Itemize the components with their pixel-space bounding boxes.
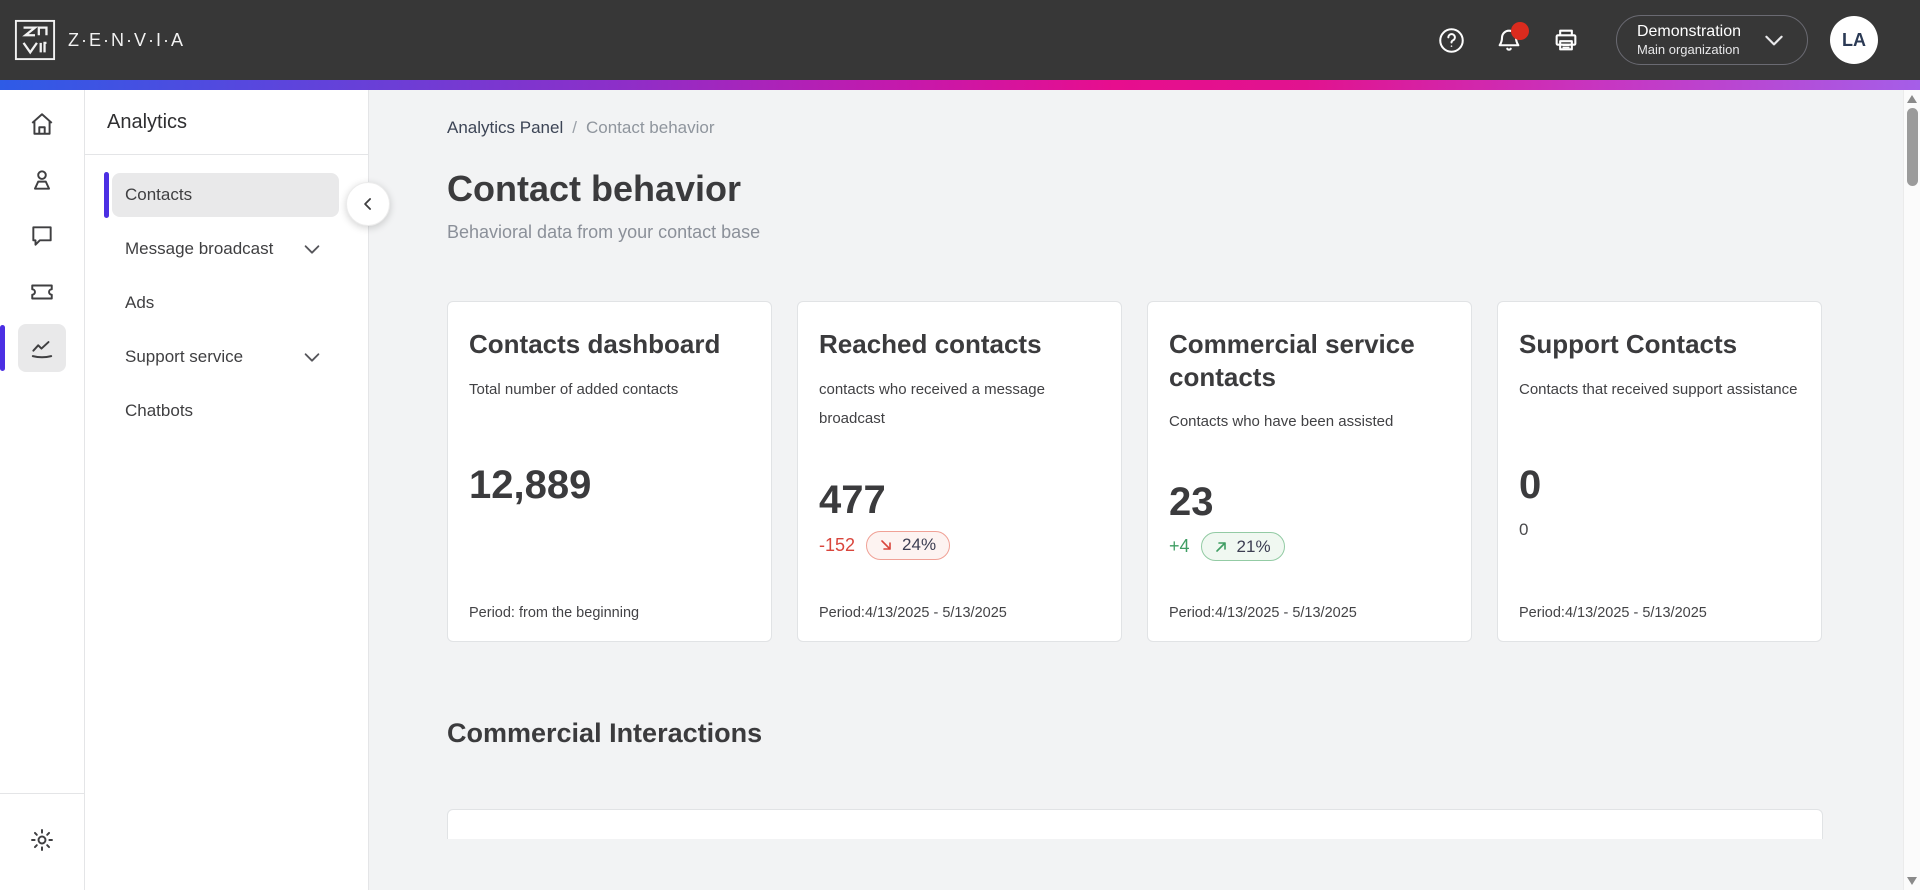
analytics-menu: Contacts Message broadcast Ads Support s… <box>85 155 368 433</box>
page-subtitle: Behavioral data from your contact base <box>447 222 761 242</box>
menu-item-contacts[interactable]: Contacts <box>104 172 339 218</box>
card-contacts-dashboard: Contacts dashboard Total number of added… <box>447 301 772 642</box>
scrollbar-up-arrow[interactable] <box>1907 95 1917 103</box>
rail-item-campaigns[interactable] <box>18 268 66 316</box>
bell-icon <box>1498 29 1520 51</box>
menu-item-label: Message broadcast <box>125 239 274 258</box>
delta-value: 0 <box>1519 520 1529 540</box>
delta-value: -152 <box>819 534 856 555</box>
brand-logo[interactable]: Z·E·N·V·I·A <box>14 19 185 61</box>
vertical-scrollbar[interactable] <box>1903 90 1920 890</box>
analytics-panel: Analytics Contacts Message broadcast Ads <box>85 90 390 890</box>
notifications-button[interactable] <box>1487 18 1531 62</box>
menu-item-support-service[interactable]: Support service <box>112 335 339 379</box>
rail-bottom-section <box>0 793 84 890</box>
print-button[interactable] <box>1544 18 1588 62</box>
zenvia-logo-icon <box>14 19 56 61</box>
card-delta-row: +4 21% <box>1169 532 1451 562</box>
section-heading-commercial-interactions: Commercial Interactions <box>447 718 763 748</box>
help-button[interactable] <box>1430 18 1474 62</box>
rail-item-settings[interactable] <box>18 816 66 864</box>
card-description: Total number of added contacts <box>469 380 679 398</box>
trend-badge-down: 24% <box>866 530 951 560</box>
kpi-cards-row: Contacts dashboard Total number of added… <box>447 301 1823 642</box>
card-title: Support Contacts <box>1519 329 1738 359</box>
rail-item-analytics[interactable] <box>0 324 66 372</box>
card-value: 23 <box>1169 479 1214 524</box>
home-icon <box>31 113 53 135</box>
person-icon <box>33 170 51 190</box>
brand-name: Z·E·N·V·I·A <box>68 29 185 50</box>
line-chart-icon <box>31 341 53 359</box>
topbar: Z·E·N·V·I·A <box>0 0 1920 80</box>
menu-item-label: Support service <box>125 347 244 366</box>
trend-percent: 21% <box>1236 536 1271 556</box>
collapse-panel-button[interactable] <box>346 182 390 226</box>
card-description: Contacts that received support assistanc… <box>1519 380 1798 398</box>
organization-name: Demonstration <box>1636 22 1741 40</box>
card-value: 477 <box>819 478 886 522</box>
rail-item-home[interactable] <box>18 100 66 148</box>
commercial-interactions-card-partial <box>447 809 1823 839</box>
help-circle-icon <box>1439 27 1465 53</box>
menu-item-label: Contacts <box>125 185 193 204</box>
menu-item-label: Ads <box>125 293 155 312</box>
card-value: 12,889 <box>469 463 592 508</box>
card-description: contacts who received a message broadcas… <box>819 380 1045 427</box>
chevron-left-icon <box>364 198 371 210</box>
breadcrumb-analytics-panel[interactable]: Analytics Panel <box>447 118 564 137</box>
main-content: Analytics Panel / Contact behavior Conta… <box>369 90 1903 890</box>
card-value: 0 <box>1519 463 1542 508</box>
card-title: Contacts dashboard <box>469 329 721 359</box>
panel-title: Analytics <box>107 110 188 133</box>
scrollbar-thumb[interactable] <box>1907 108 1918 186</box>
card-delta-row: -152 24% <box>819 530 1101 560</box>
menu-item-message-broadcast[interactable]: Message broadcast <box>112 227 339 271</box>
chat-bubble-icon <box>32 226 52 246</box>
ticket-icon <box>31 284 53 300</box>
scrollbar-down-arrow[interactable] <box>1907 877 1917 885</box>
card-support-contacts: Support Contacts Contacts that received … <box>1497 301 1822 642</box>
card-delta-row <box>469 515 751 545</box>
panel-divider <box>85 154 368 155</box>
card-period: Period:4/13/2025 - 5/13/2025 <box>1519 605 1707 621</box>
card-commercial-service-contacts: Commercial service contacts Contacts who… <box>1147 301 1472 642</box>
organization-subtitle: Main organization <box>1636 41 1740 57</box>
delta-value: +4 <box>1169 536 1190 557</box>
chevron-down-icon <box>1765 35 1783 46</box>
user-avatar[interactable]: LA <box>1830 16 1878 64</box>
notification-dot <box>1510 22 1529 40</box>
card-reached-contacts: Reached contacts contacts who received a… <box>797 301 1122 642</box>
avatar-initials: LA <box>1842 29 1866 50</box>
menu-item-chatbots[interactable]: Chatbots <box>112 389 339 433</box>
breadcrumb: Analytics Panel / Contact behavior <box>447 118 1823 138</box>
rail-item-contacts[interactable] <box>18 156 66 204</box>
card-title: Commercial service contacts <box>1169 329 1415 392</box>
card-title: Reached contacts <box>819 329 1042 359</box>
selected-menu-indicator <box>104 172 109 218</box>
chevron-down-icon <box>304 245 320 254</box>
menu-item-label: Chatbots <box>125 401 194 420</box>
menu-item-ads[interactable]: Ads <box>112 281 339 325</box>
card-period: Period:4/13/2025 - 5/13/2025 <box>819 605 1007 621</box>
printer-icon <box>1555 29 1577 51</box>
rail-item-conversations[interactable] <box>18 212 66 260</box>
trend-badge-up: 21% <box>1200 532 1285 562</box>
page-title: Contact behavior <box>447 168 742 209</box>
arrow-up-right-icon <box>1215 541 1226 552</box>
card-description: Contacts who have been assisted <box>1169 413 1394 430</box>
gear-icon <box>31 829 53 851</box>
brand-gradient-bar <box>0 80 1920 90</box>
breadcrumb-separator: / <box>572 118 577 137</box>
card-period: Period:4/13/2025 - 5/13/2025 <box>1169 605 1357 621</box>
trend-percent: 24% <box>902 535 937 554</box>
arrow-down-right-icon <box>881 540 891 550</box>
card-delta-row: 0 <box>1519 515 1801 545</box>
chevron-down-icon <box>304 353 320 362</box>
organization-selector[interactable]: Demonstration Main organization <box>1615 15 1808 65</box>
icon-rail <box>0 90 85 890</box>
breadcrumb-current: Contact behavior <box>585 118 715 137</box>
card-period: Period: from the beginning <box>469 605 640 621</box>
selected-rail-indicator <box>0 325 5 371</box>
